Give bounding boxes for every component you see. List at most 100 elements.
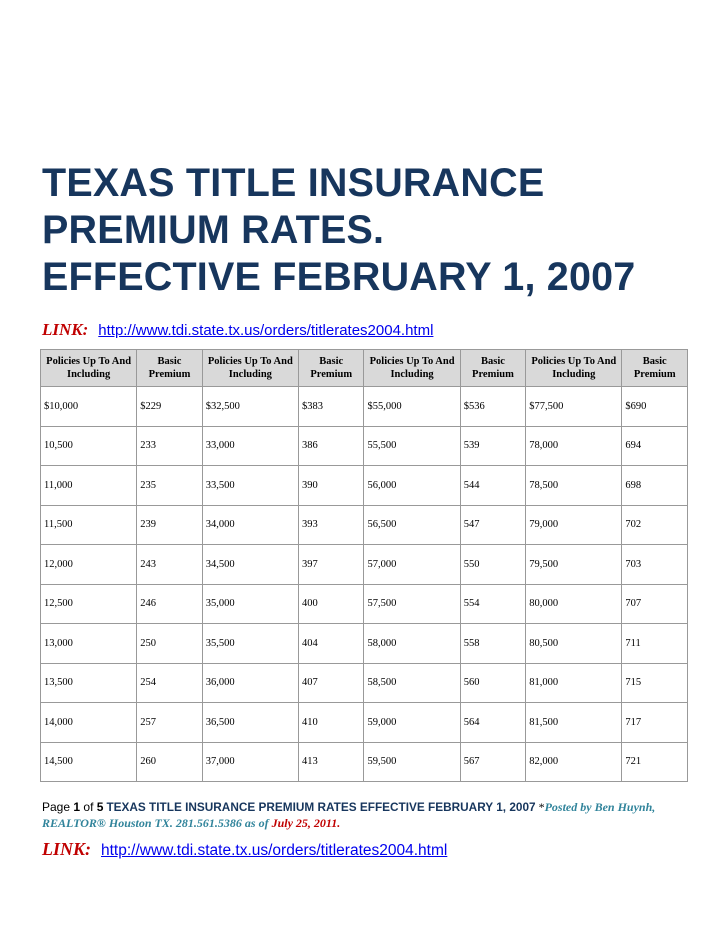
policy-amount-cell: 81,500 [525, 702, 623, 743]
table-body: $10,000 $229 $32,500 $383 $55,000 $536 $77,500… [39, 386, 688, 782]
table-row: 10,500 233 33,000 386 55,500 539 78,000 694 [39, 425, 688, 466]
premium-cell: 703 [621, 544, 688, 585]
policy-amount-cell: 33,500 [201, 465, 299, 506]
premium-cell: 539 [459, 425, 527, 466]
policy-amount-cell: 58,000 [363, 623, 461, 664]
policy-amount-cell: 37,000 [201, 741, 299, 782]
premium-cell: 413 [297, 741, 365, 782]
policy-amount-cell: 14,000 [39, 702, 138, 743]
premium-cell: $383 [297, 386, 365, 427]
premium-cell: 715 [621, 662, 688, 703]
page-number: 1 [73, 800, 81, 814]
premium-cell: 397 [297, 544, 365, 585]
column-header: Basic Premium [621, 349, 688, 387]
policy-amount-cell: 56,000 [363, 465, 461, 506]
page-footer: Page 1 of 5 TEXAS TITLE INSURANCE PREMIU… [42, 799, 692, 831]
premium-cell: 410 [297, 702, 365, 743]
premium-cell: 386 [297, 425, 365, 466]
policy-amount-cell: 57,000 [363, 544, 461, 585]
premium-cell: 390 [297, 465, 365, 506]
policy-amount-cell: 11,000 [39, 465, 138, 506]
policy-amount-cell: 81,000 [525, 662, 623, 703]
policy-amount-cell: 80,500 [525, 623, 623, 664]
page-word: Page [42, 800, 71, 814]
premium-cell: 567 [459, 741, 527, 782]
premium-cell: 711 [621, 623, 688, 664]
premium-cell: 721 [621, 741, 688, 782]
premium-cell: 558 [459, 623, 527, 664]
premium-cell: 698 [621, 465, 688, 506]
policy-amount-cell: 10,500 [39, 425, 138, 466]
table-header-row: Policies Up To And Including Basic Premi… [39, 349, 688, 387]
policy-amount-cell: 57,500 [363, 583, 461, 624]
table-row: 12,500 246 35,000 400 57,500 554 80,000 707 [39, 583, 688, 624]
premium-cell: 239 [136, 504, 203, 545]
rates-table: Policies Up To And Including Basic Premi… [39, 349, 688, 782]
premium-cell: 257 [136, 702, 203, 743]
rates-link[interactable]: http://www.tdi.state.tx.us/orders/titler… [98, 322, 434, 339]
footer-date: July 25, 2011. [271, 816, 341, 830]
policy-amount-cell: 34,000 [201, 504, 299, 545]
policy-amount-cell: 82,000 [525, 741, 623, 782]
premium-cell: 393 [297, 504, 365, 545]
premium-cell: 702 [621, 504, 688, 545]
premium-cell: 717 [621, 702, 688, 743]
policy-amount-cell: 59,000 [363, 702, 461, 743]
premium-cell: $229 [136, 386, 203, 427]
policy-amount-cell: 55,500 [363, 425, 461, 466]
column-header: Policies Up To And Including [201, 349, 299, 387]
policy-amount-cell: $77,500 [525, 386, 623, 427]
table-row: 14,000 257 36,500 410 59,000 564 81,500 717 [39, 702, 688, 743]
premium-cell: $536 [459, 386, 527, 427]
link-label: LINK: [42, 320, 89, 339]
premium-cell: 260 [136, 741, 203, 782]
column-header: Policies Up To And Including [39, 349, 138, 387]
policy-amount-cell: 78,000 [525, 425, 623, 466]
policy-amount-cell: $32,500 [201, 386, 299, 427]
policy-amount-cell: 14,500 [39, 741, 138, 782]
premium-cell: 544 [459, 465, 527, 506]
premium-cell: 233 [136, 425, 203, 466]
premium-cell: 560 [459, 662, 527, 703]
column-header: Basic Premium [459, 349, 527, 387]
policy-amount-cell: 12,000 [39, 544, 138, 585]
table-row: 14,500 260 37,000 413 59,500 567 82,000 721 [39, 741, 688, 782]
premium-cell: 243 [136, 544, 203, 585]
premium-cell: 554 [459, 583, 527, 624]
of-word: of [83, 800, 94, 814]
table-row: 13,500 254 36,000 407 58,500 560 81,000 715 [39, 662, 688, 703]
table-row: $10,000 $229 $32,500 $383 $55,000 $536 $77,500… [39, 386, 688, 427]
premium-cell: 547 [459, 504, 527, 545]
premium-cell: 407 [297, 662, 365, 703]
bottom-link-line: LINK: http://www.tdi.state.tx.us/orders/… [42, 839, 447, 860]
policy-amount-cell: $10,000 [39, 386, 138, 427]
page-title: TEXAS TITLE INSURANCE PREMIUM RATES. EFF… [42, 160, 702, 301]
policy-amount-cell: 13,000 [39, 623, 138, 664]
column-header: Basic Premium [297, 349, 365, 387]
column-header: Policies Up To And Including [525, 349, 623, 387]
premium-cell: 564 [459, 702, 527, 743]
policy-amount-cell: 79,000 [525, 504, 623, 545]
policy-amount-cell: 56,500 [363, 504, 461, 545]
page-total: 5 [96, 800, 104, 814]
premium-cell: 235 [136, 465, 203, 506]
column-header: Basic Premium [136, 349, 203, 387]
policy-amount-cell: 79,500 [525, 544, 623, 585]
rates-link[interactable]: http://www.tdi.state.tx.us/orders/titler… [101, 842, 448, 859]
policy-amount-cell: 13,500 [39, 662, 138, 703]
policy-amount-cell: 36,500 [201, 702, 299, 743]
column-header: Policies Up To And Including [363, 349, 461, 387]
premium-cell: 250 [136, 623, 203, 664]
premium-cell: 246 [136, 583, 203, 624]
title-line-3: EFFECTIVE FEBRUARY 1, 2007 [42, 255, 636, 299]
policy-amount-cell: 34,500 [201, 544, 299, 585]
top-link-line: LINK: http://www.tdi.state.tx.us/orders/… [42, 320, 433, 340]
policy-amount-cell: 80,000 [525, 583, 623, 624]
premium-cell: 254 [136, 662, 203, 703]
page-indicator: Page 1 of 5 [42, 800, 103, 814]
premium-cell: 400 [297, 583, 365, 624]
table-row: 13,000 250 35,500 404 58,000 558 80,500 711 [39, 623, 688, 664]
policy-amount-cell: 36,000 [201, 662, 299, 703]
link-label: LINK: [42, 839, 91, 859]
policy-amount-cell: 11,500 [39, 504, 138, 545]
